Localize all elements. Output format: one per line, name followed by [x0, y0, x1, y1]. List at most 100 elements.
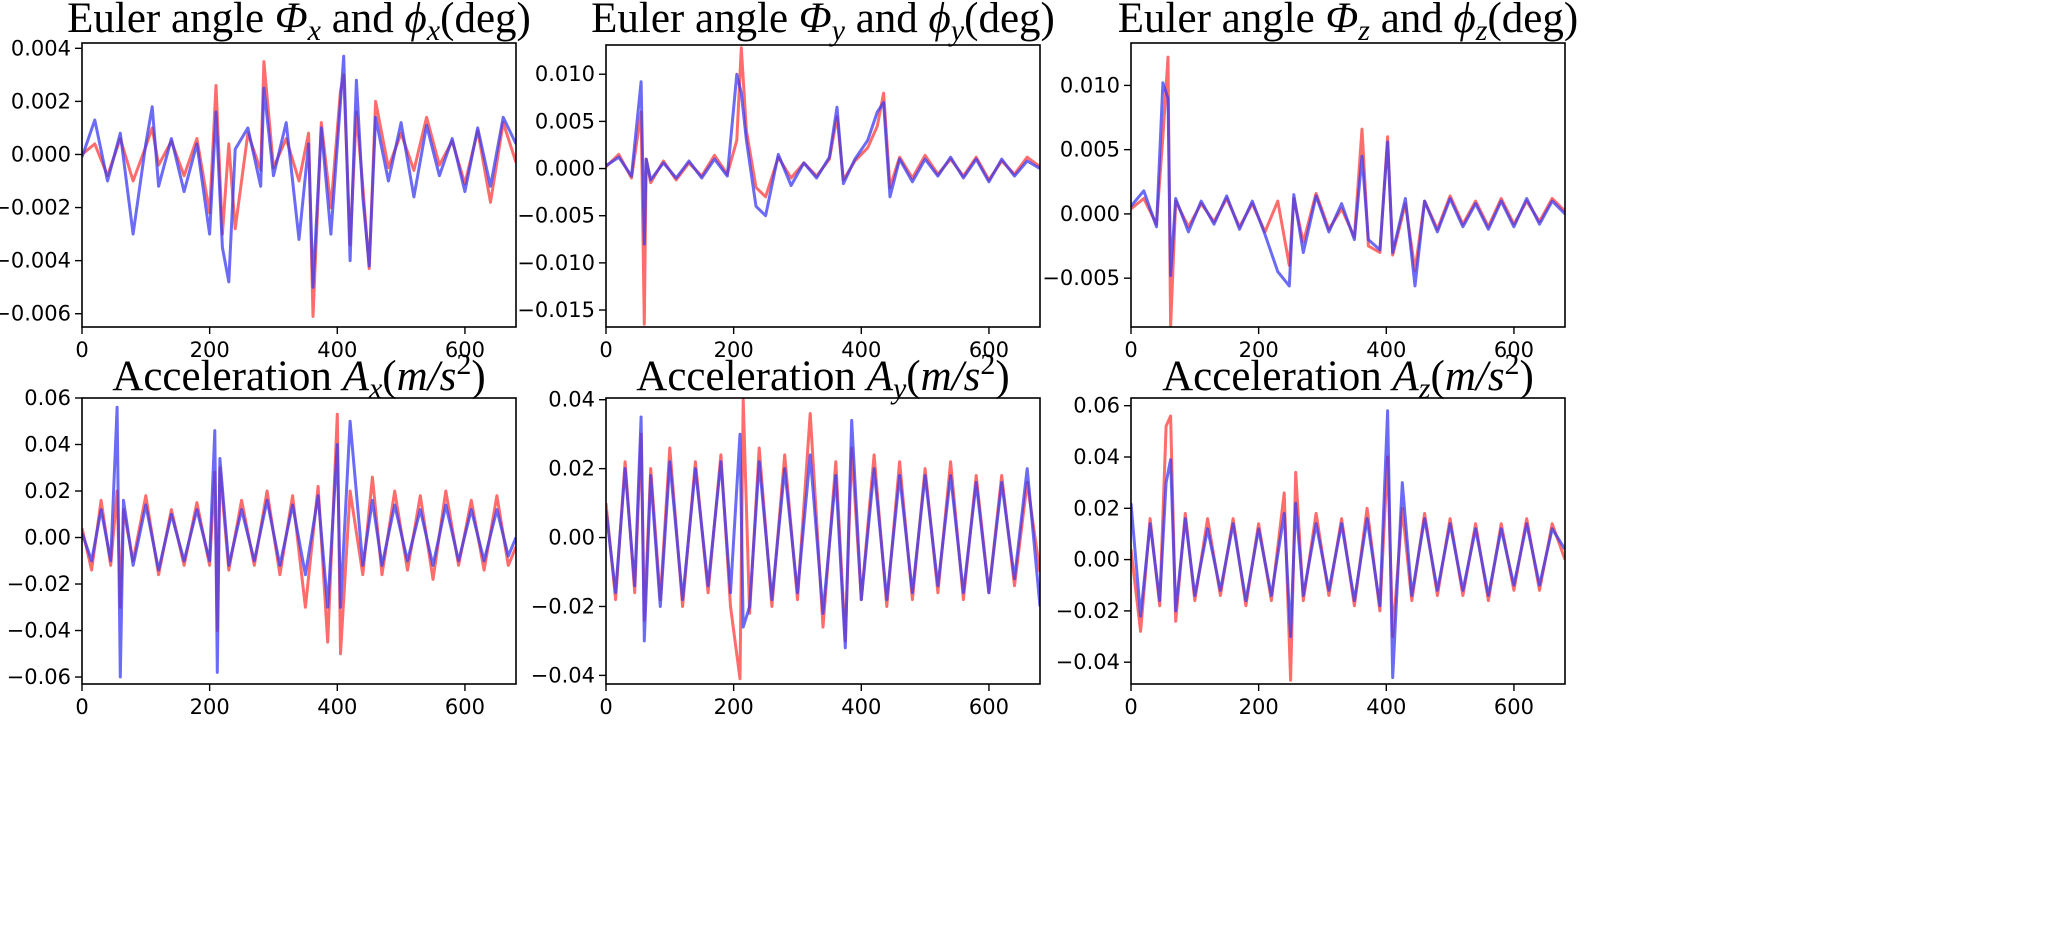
panel-6: Acceleration Az(m/s2) 0 200 400 600 0.06 0.04 0… — [1056, 348, 1566, 719]
x-tick-label: 200 — [714, 695, 754, 719]
panel-title: Acceleration Ax(m/s2) — [112, 348, 485, 405]
y-tick-label: −0.006 — [0, 302, 71, 326]
series-line-red — [82, 60, 516, 318]
x-tick-label: 600 — [969, 338, 1009, 362]
x-tick-label: 200 — [190, 695, 230, 719]
y-tick-label: 0.04 — [24, 433, 71, 457]
x-tick-label: 0 — [599, 338, 612, 362]
title-symbol: ϕ — [929, 0, 951, 42]
title-subscript: z — [1357, 14, 1370, 47]
title-text: and — [321, 0, 405, 42]
title-unit: m/s — [397, 353, 457, 400]
x-tick-label: 400 — [317, 338, 357, 362]
title-superscript: 2 — [980, 348, 995, 381]
title-text: ) — [995, 353, 1009, 400]
title-superscript: 2 — [456, 348, 471, 381]
panel-4: Acceleration Ax(m/s2) 0 200 400 600 0.06 0.04 0… — [7, 348, 517, 719]
x-tick-label: 600 — [1494, 338, 1534, 362]
y-tick-label: 0.00 — [24, 526, 71, 550]
title-symbol: A — [864, 353, 894, 400]
y-tick-label: 0.02 — [1073, 496, 1120, 520]
y-tick-label: −0.004 — [0, 249, 71, 273]
title-text: Euler angle — [591, 0, 799, 42]
title-unit: m/s — [921, 353, 981, 400]
panel-title: Euler angle Φy and ϕy(deg) — [591, 0, 1055, 47]
title-text: ( — [1430, 353, 1444, 400]
panel-2: Euler angle Φy and ϕy(deg)0 200 400 6000.01… — [517, 0, 1055, 362]
panel-5: Acceleration Ay(m/s2) 0 200 400 600 0.04 0.02 0… — [531, 348, 1041, 719]
title-subscript: x — [426, 14, 441, 47]
y-tick-label: −0.005 — [1042, 266, 1120, 290]
title-symbol: Φ — [1326, 0, 1359, 42]
y-tick-label: 0.000 — [11, 142, 71, 166]
series-line-blue — [606, 72, 1040, 246]
x-tick-label: 200 — [714, 338, 754, 362]
x-tick-label: 400 — [1366, 695, 1406, 719]
y-tick-label: −0.002 — [0, 196, 71, 220]
plot-frame — [81, 397, 517, 685]
y-tick-label: −0.02 — [1056, 599, 1120, 623]
series-line-red — [606, 46, 1040, 326]
title-subscript: y — [890, 372, 907, 405]
y-tick-label: −0.010 — [517, 251, 595, 275]
series-line-blue — [82, 54, 516, 289]
y-tick-label: 0.00 — [548, 526, 595, 550]
title-subscript: y — [829, 14, 846, 47]
y-tick-label: 0.002 — [11, 89, 71, 113]
y-tick-label: −0.04 — [7, 619, 71, 643]
x-tick-label: 0 — [75, 338, 88, 362]
title-symbol: ϕ — [1454, 0, 1476, 42]
series-line-blue — [1131, 409, 1565, 680]
y-tick-label: 0.02 — [548, 457, 595, 481]
y-tick-label: 0.000 — [535, 157, 595, 181]
title-symbol: A — [340, 353, 370, 400]
title-subscript: x — [368, 372, 383, 405]
y-tick-label: 0.005 — [535, 109, 595, 133]
x-tick-label: 0 — [1124, 695, 1137, 719]
plot-frame — [1130, 42, 1566, 328]
y-tick-label: −0.02 — [7, 572, 71, 596]
plot-frame — [1130, 397, 1566, 685]
y-tick-label: 0.06 — [1073, 394, 1120, 418]
x-tick-label: 400 — [841, 338, 881, 362]
y-tick-label: 0.00 — [1073, 548, 1120, 572]
title-symbol: ϕ — [405, 0, 427, 42]
series-line-red — [606, 398, 1040, 681]
x-tick-label: 600 — [969, 695, 1009, 719]
title-text: Acceleration — [112, 353, 342, 400]
title-text: (deg) — [440, 0, 531, 42]
title-subscript: y — [948, 14, 965, 47]
x-tick-label: 400 — [841, 695, 881, 719]
panel-3: Euler angle Φz and ϕz(deg)0 200 400 6000.01… — [1042, 0, 1578, 362]
plot-frame — [605, 397, 1041, 685]
title-text: and — [845, 0, 929, 42]
plot-frame — [605, 44, 1041, 328]
title-text: ( — [382, 353, 396, 400]
x-tick-label: 400 — [1366, 338, 1406, 362]
x-tick-label: 600 — [445, 695, 485, 719]
panel-title: Euler angle Φx and ϕx(deg) — [67, 0, 531, 47]
title-symbol: Φ — [799, 0, 832, 42]
y-tick-label: 0.06 — [24, 386, 71, 410]
title-text: ) — [1520, 353, 1534, 400]
y-tick-label: −0.02 — [531, 594, 595, 618]
y-tick-label: 0.000 — [1060, 202, 1120, 226]
series-line-red — [1131, 55, 1565, 327]
title-text: ( — [906, 353, 920, 400]
series-line-blue — [606, 415, 1040, 650]
x-tick-label: 0 — [599, 695, 612, 719]
y-tick-label: −0.005 — [517, 204, 595, 228]
title-subscript: z — [1418, 372, 1431, 405]
title-text: (deg) — [1487, 0, 1578, 42]
series-line-blue — [1131, 81, 1565, 288]
title-text: and — [1370, 0, 1454, 42]
x-tick-label: 400 — [317, 695, 357, 719]
panel-1: Euler angle Φx and ϕx(deg)0 200 400 6000.00… — [0, 0, 531, 362]
series-line-red — [1131, 414, 1565, 682]
title-text: Acceleration — [1162, 353, 1392, 400]
title-text: Euler angle — [67, 0, 275, 42]
y-tick-label: −0.06 — [7, 665, 71, 689]
title-text: Euler angle — [1118, 0, 1326, 42]
title-text: ) — [471, 353, 485, 400]
